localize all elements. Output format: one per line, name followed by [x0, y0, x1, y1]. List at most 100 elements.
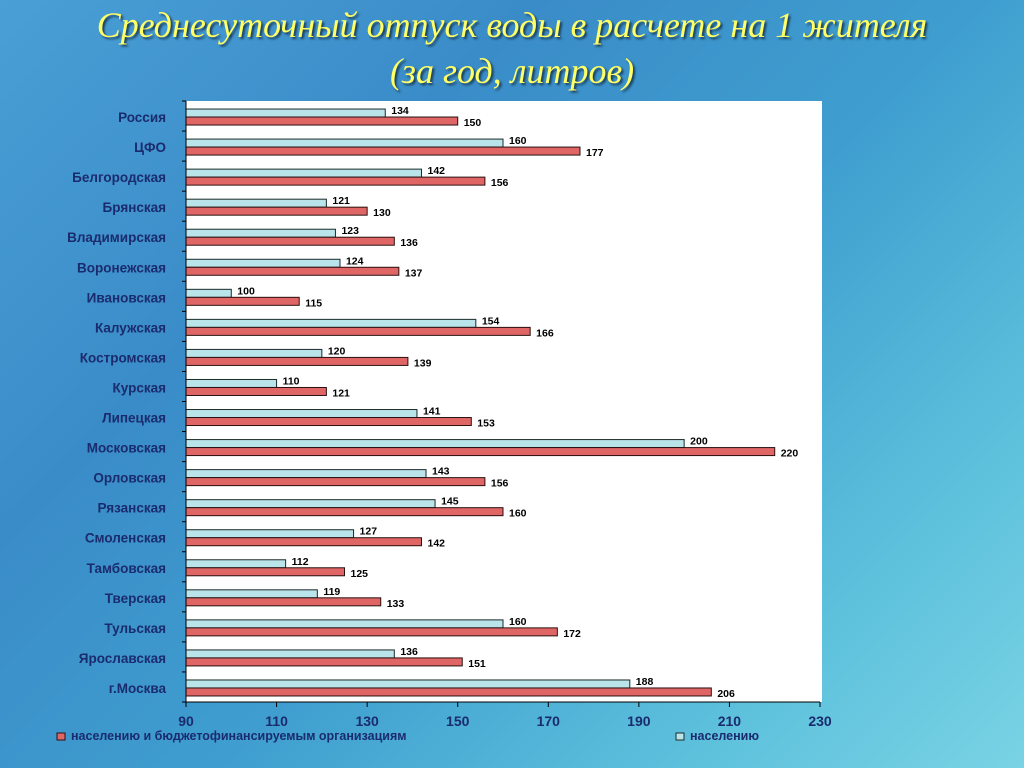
data-label-total: 156 — [491, 478, 509, 490]
bar-population — [185, 409, 418, 419]
bar-total — [185, 657, 463, 667]
bar-total — [185, 146, 581, 156]
bar-total — [185, 266, 400, 276]
data-label-population: 112 — [292, 556, 309, 568]
data-label-population: 160 — [509, 616, 527, 628]
bar-population — [185, 228, 336, 238]
bar-total — [185, 176, 486, 186]
data-label-population: 154 — [482, 315, 500, 327]
data-label-total: 220 — [781, 448, 799, 460]
data-label-total: 177 — [586, 147, 604, 159]
data-label-total: 115 — [305, 297, 322, 309]
bar-population — [185, 559, 287, 569]
legend-swatch-population — [675, 732, 685, 741]
data-label-total: 121 — [332, 387, 350, 399]
data-label-population: 124 — [346, 255, 364, 267]
category-label: Белгородская — [72, 170, 166, 185]
data-label-total: 150 — [464, 117, 482, 129]
data-label-population: 127 — [360, 526, 378, 538]
category-label: Владимирская — [67, 230, 166, 245]
category-label: ЦФО — [134, 140, 166, 155]
category-label: Рязанская — [97, 501, 166, 516]
x-tick-label: 110 — [265, 713, 288, 729]
category-label: Липецкая — [102, 411, 166, 426]
data-label-population: 188 — [636, 676, 654, 688]
data-label-total: 137 — [405, 267, 423, 279]
data-label-total: 136 — [400, 237, 418, 249]
x-tick-label: 230 — [808, 713, 832, 729]
bar-total — [185, 386, 327, 396]
bar-population — [185, 348, 323, 358]
bar-population — [185, 378, 278, 388]
bar-total — [185, 447, 776, 457]
bar-total — [185, 326, 531, 336]
data-label-population: 123 — [341, 225, 359, 237]
category-label: Смоленская — [85, 531, 166, 546]
legend-swatch-total — [56, 732, 66, 741]
bar-total — [185, 567, 345, 577]
data-label-total: 166 — [536, 327, 554, 339]
data-label-population: 143 — [432, 466, 450, 478]
data-label-population: 119 — [323, 586, 340, 598]
bar-population — [185, 589, 318, 599]
category-label: г.Москва — [109, 681, 167, 696]
x-tick-label: 170 — [537, 713, 561, 729]
category-labels: Россия ЦФО Белгородская Брянская Владимирска… — [67, 110, 166, 696]
x-tick-label: 90 — [178, 713, 194, 729]
bar-population — [185, 108, 386, 118]
category-label: Костромская — [80, 350, 166, 365]
bar-total — [185, 296, 300, 306]
bar-total — [185, 537, 422, 547]
bar-population — [185, 288, 232, 298]
data-label-population: 142 — [427, 165, 445, 177]
bar-population — [185, 619, 504, 629]
bar-total — [185, 417, 472, 427]
category-label: Орловская — [93, 471, 166, 486]
data-label-total: 153 — [477, 418, 495, 430]
x-tick-label: 130 — [355, 713, 379, 729]
data-label-total: 156 — [491, 177, 509, 189]
bar-total — [185, 687, 712, 697]
x-tick-label: 210 — [718, 713, 742, 729]
data-label-total: 125 — [351, 568, 369, 580]
legend-label-total: населению и бюджетофинансируемым организ… — [71, 729, 407, 743]
x-tick-label: 150 — [446, 713, 470, 729]
data-label-population: 120 — [328, 345, 346, 357]
bar-total — [185, 477, 486, 487]
category-label: Воронежская — [77, 260, 166, 275]
data-label-population: 160 — [509, 135, 527, 147]
data-label-total: 160 — [509, 508, 527, 520]
data-label-population: 134 — [391, 105, 409, 117]
legend-label-population: населению — [690, 729, 759, 743]
data-label-population: 141 — [423, 406, 441, 418]
category-label: Ивановская — [87, 290, 166, 305]
category-label: Ярославская — [79, 651, 166, 666]
bar-total — [185, 597, 382, 607]
bar-total — [185, 236, 395, 246]
data-label-population: 110 — [283, 375, 300, 387]
bar-population — [185, 529, 355, 539]
data-label-total: 172 — [563, 628, 581, 640]
x-tick-label: 190 — [627, 713, 651, 729]
data-label-total: 142 — [427, 538, 445, 550]
bars-group: 134 150 160 177 142 156 121 130 123 136 124 137 100 1… — [185, 105, 799, 700]
category-label: Московская — [87, 441, 166, 456]
bar-population — [185, 258, 341, 268]
bar-population — [185, 138, 504, 148]
data-label-total: 206 — [717, 688, 735, 700]
bar-population — [185, 318, 477, 328]
bar-total — [185, 627, 558, 637]
data-label-population: 121 — [332, 195, 350, 207]
category-label: Курская — [113, 380, 166, 395]
bar-population — [185, 469, 427, 479]
legend: населению и бюджетофинансируемым организ… — [56, 729, 759, 743]
category-label: Тульская — [104, 621, 166, 636]
data-label-population: 200 — [690, 436, 708, 448]
category-label: Брянская — [103, 200, 166, 215]
bar-population — [185, 499, 436, 509]
data-label-total: 139 — [414, 357, 432, 369]
bar-total — [185, 206, 368, 216]
bar-population — [185, 168, 422, 178]
category-label: Россия — [118, 110, 166, 125]
